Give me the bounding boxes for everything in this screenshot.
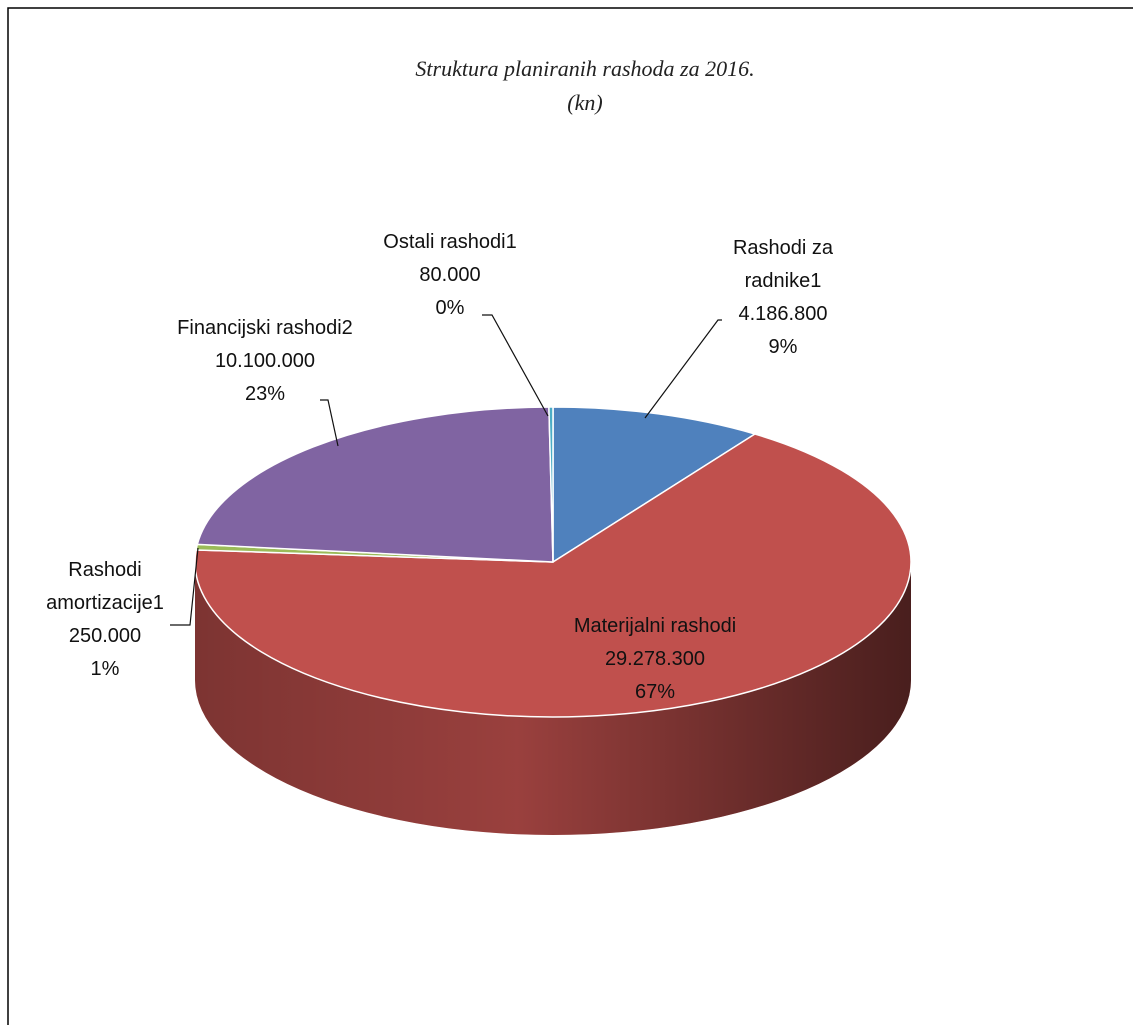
chart-subtitle: (kn): [567, 90, 602, 115]
side-shade: [195, 562, 911, 835]
data-label: Materijalni rashodi 29.278.300 67%: [535, 610, 775, 709]
label-value: 10.100.000: [214, 350, 316, 372]
data-label: Rashodi za radnike1 4.186.800 9%: [713, 232, 853, 364]
leader-line: [320, 399, 339, 447]
label-value: 4.186.800: [738, 303, 828, 325]
slice: [552, 406, 757, 564]
label-value: 80.000: [419, 264, 481, 286]
label-name: Rashodi za radnike1: [732, 237, 834, 292]
data-label: Rashodi amortizacije1 250.000 1%: [25, 554, 185, 686]
leader-line: [170, 547, 199, 626]
slice: [196, 406, 554, 563]
slice: [194, 433, 912, 718]
label-percent: 23%: [244, 383, 286, 405]
label-name: Financijski rashodi2: [177, 317, 353, 339]
leader-line: [482, 314, 549, 417]
chart-frame: [7, 7, 1133, 1025]
label-percent: 0%: [435, 297, 465, 319]
data-label: Financijski rashodi2 10.100.000 23%: [165, 312, 365, 411]
leader-line: [644, 319, 722, 419]
label-value: 29.278.300: [604, 648, 706, 670]
data-label: Ostali rashodi1 80.000 0%: [360, 226, 540, 325]
label-value: 250.000: [68, 625, 142, 647]
label-percent: 67%: [634, 681, 676, 703]
label-percent: 1%: [90, 658, 120, 680]
label-name: Materijalni rashodi: [573, 615, 737, 637]
label-name: Ostali rashodi1: [383, 231, 517, 253]
chart-title: Struktura planiranih rashoda za 2016.: [415, 56, 754, 81]
label-name: Rashodi amortizacije1: [46, 559, 164, 614]
leader-lines: [170, 314, 722, 626]
label-percent: 9%: [768, 336, 798, 358]
slice: [548, 406, 554, 563]
